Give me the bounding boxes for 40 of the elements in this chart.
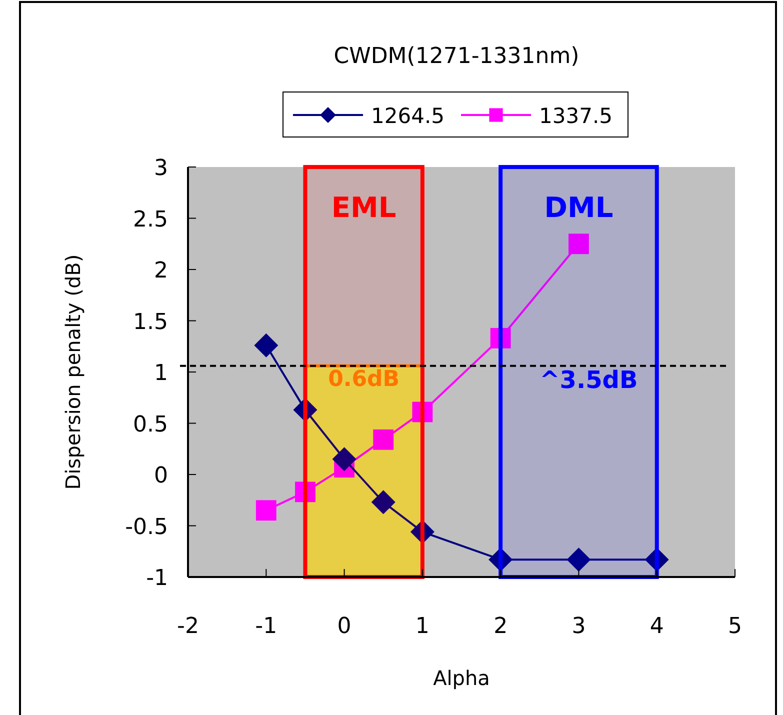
chart-title: CWDM(1271-1331nm) xyxy=(334,44,580,69)
x-axis-title: Alpha xyxy=(433,666,490,690)
x-tick-label: -2 xyxy=(177,614,199,639)
y-tick-label: -1 xyxy=(146,566,168,591)
point xyxy=(644,548,669,572)
x-tick-label: 4 xyxy=(650,614,664,639)
x-tick-label: 2 xyxy=(494,614,508,639)
point xyxy=(254,333,278,358)
legend-label: 1264.5 xyxy=(371,104,444,128)
y-tick-label: 1.5 xyxy=(133,310,168,335)
point xyxy=(371,490,396,514)
x-tick-label: 5 xyxy=(728,614,742,639)
point xyxy=(256,500,276,521)
point xyxy=(566,548,591,572)
point xyxy=(488,548,513,572)
point xyxy=(293,398,318,422)
x-tick-label: 0 xyxy=(337,614,352,639)
x-tick-label: -1 xyxy=(255,614,278,639)
y-tick-label: -0.5 xyxy=(125,514,168,540)
point xyxy=(373,429,394,450)
point xyxy=(410,520,434,544)
y-tick-label: 0 xyxy=(154,464,168,488)
band-label: DML xyxy=(544,191,614,224)
band-label: EML xyxy=(331,191,396,224)
point xyxy=(568,234,589,254)
point xyxy=(412,402,433,422)
y-axis-title: Dispersion penalty (dB) xyxy=(61,254,85,490)
annotation: ^3.5dB xyxy=(540,366,638,394)
y-tick-label: 2 xyxy=(154,258,168,284)
legend-label: 1337.5 xyxy=(539,104,612,128)
y-tick-label: 0.5 xyxy=(133,412,168,438)
point xyxy=(490,328,511,348)
x-tick-label: 3 xyxy=(572,614,586,639)
point xyxy=(332,447,356,472)
x-tick-label: 1 xyxy=(415,614,430,639)
y-tick-label: 2.5 xyxy=(133,207,168,232)
band-label: 0.6dB xyxy=(328,366,400,392)
point xyxy=(295,482,316,502)
y-tick-label: 1 xyxy=(154,361,168,386)
y-tick-label: 3 xyxy=(154,156,168,181)
